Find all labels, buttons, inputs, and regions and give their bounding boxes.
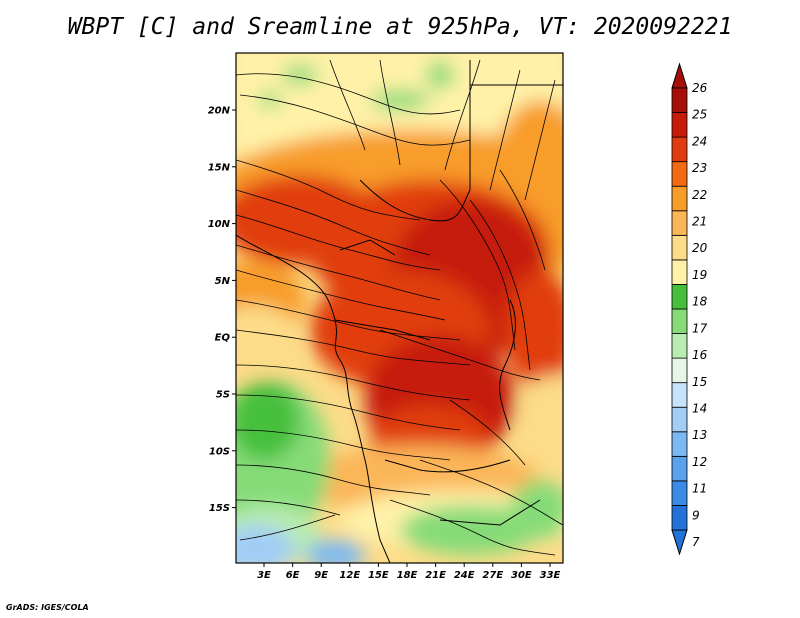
colorbar-label: 23 [692,161,707,175]
colorbar-label: 22 [692,188,707,202]
colorbar-swatch [671,259,688,285]
colorbar: 7 9 11 12 13 14 15 16 17 18 19 20 21 22 23 24 25 26 [671,62,708,556]
colorbar-label: 12 [692,455,707,469]
colorbar-label: 14 [692,401,707,415]
colorbar-label: 25 [692,108,707,122]
colorbar-label: 13 [692,428,707,442]
lon-tick-label: 15E [368,570,389,581]
colorbar-swatch [671,87,688,113]
lat-tick-label: 10N [208,219,231,230]
colorbar-swatch [671,480,688,506]
longitude-axis: 3E 6E 9E 12E 15E 18E 21E 24E 27E 30E 33E [257,563,561,581]
colorbar-label: 18 [692,295,708,309]
lon-tick-label: 18E [397,570,418,581]
borders [236,60,563,563]
colorbar-swatch [671,431,688,457]
colorbar-label: 7 [692,535,700,549]
lon-tick-label: 30E [511,570,532,581]
colorbar-label: 15 [692,375,707,389]
lon-tick-label: 33E [540,570,561,581]
colorbar-label: 17 [692,321,708,335]
colorbar-swatch [671,136,688,163]
lat-tick-label: 5N [215,276,231,287]
lat-tick-label: 15S [209,503,230,514]
lon-tick-label: 24E [454,570,475,581]
colorbar-swatch [671,234,688,261]
colorbar-label: 11 [692,482,707,496]
colorbar-swatch [671,112,688,138]
streamlines [236,59,563,556]
colorbar-extend-low [671,529,688,556]
lon-tick-label: 9E [314,570,328,581]
colorbar-label: 26 [692,81,708,95]
latitude-axis: 20N 15N 10N 5N EQ 5S 10S 15S [208,106,236,514]
lon-tick-label: 12E [339,570,360,581]
colorbar-swatch [671,210,688,236]
colorbar-label: 20 [692,241,708,255]
colorbar-label: 9 [692,508,700,522]
lat-tick-label: 10S [209,446,230,457]
colorbar-swatch [671,382,688,408]
lat-tick-label: 20N [208,106,231,117]
lat-tick-label: 5S [216,390,230,401]
colorbar-swatch [671,284,688,310]
lon-tick-label: 21E [425,570,446,581]
colorbar-swatch [671,357,688,384]
lon-tick-label: 3E [257,570,271,581]
colorbar-swatch [671,455,688,482]
colorbar-extend-high [671,62,688,89]
lon-tick-label: 6E [286,570,300,581]
wbpt-shading [236,53,563,563]
grads-credit: GrADS: IGES/COLA [6,603,89,612]
colorbar-swatch [671,333,688,359]
colorbar-label: 24 [692,134,707,148]
map-title: WBPT [C] and Sreamline at 925hPa, VT: 20… [67,14,733,40]
colorbar-swatch [671,308,688,334]
lat-tick-label: 15N [208,162,231,173]
colorbar-swatch [671,185,688,212]
colorbar-label: 19 [692,268,707,282]
colorbar-swatch [671,161,688,187]
colorbar-swatch [671,505,688,531]
colorbar-label: 16 [692,348,708,362]
map-frame [235,52,564,564]
lon-tick-label: 27E [482,570,503,581]
lat-tick-label: EQ [215,333,231,344]
colorbar-label: 21 [692,215,707,229]
colorbar-swatch [671,406,688,433]
